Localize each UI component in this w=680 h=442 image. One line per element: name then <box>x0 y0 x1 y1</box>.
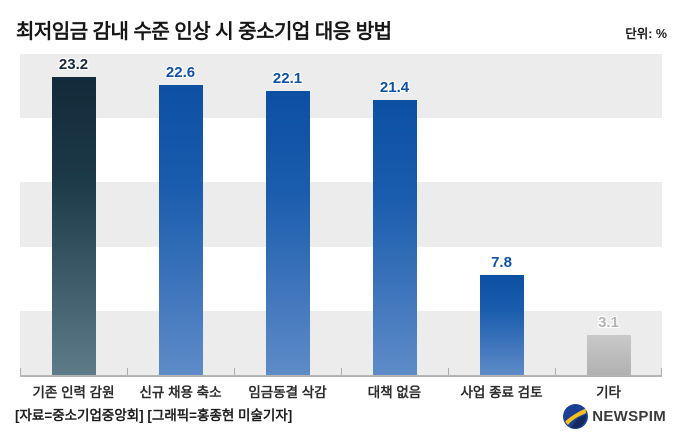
source-credit: [자료=중소기업중앙회] [그래픽=홍종현 미술기자] <box>15 408 293 423</box>
bar-2 <box>265 91 310 375</box>
axis-tick <box>127 368 128 375</box>
page-title: 최저임금 감내 수준 인상 시 중소기업 대응 방법 <box>16 21 392 43</box>
newspim-swoosh-icon <box>563 404 589 429</box>
bar-0 <box>51 77 96 375</box>
newspim-logo: NEWSPIM <box>563 404 666 429</box>
category-label: 임금동결 삭감 <box>248 385 327 400</box>
category-label: 사업 종료 검토 <box>460 385 543 400</box>
grid-band <box>20 54 662 119</box>
axis-tick <box>661 368 662 375</box>
bar-value-label: 23.2 <box>58 56 89 74</box>
x-axis-line <box>20 375 662 377</box>
bar-value-label: 7.8 <box>491 253 512 271</box>
axis-tick <box>234 368 235 375</box>
bar-5 <box>586 335 631 375</box>
plot-area: 23.2 22.6 22.1 21.4 7.8 3.1 <box>20 54 662 375</box>
axis-tick <box>448 368 449 375</box>
bar-value-label: 22.6 <box>165 63 196 81</box>
category-label: 신규 채용 축소 <box>139 385 222 400</box>
bar-3 <box>372 100 417 375</box>
bar-4 <box>479 274 524 375</box>
axis-tick <box>555 368 556 375</box>
bar-value-label: 3.1 <box>598 314 619 332</box>
category-label: 대책 없음 <box>367 385 422 400</box>
bar-value-label: 21.4 <box>379 79 410 97</box>
bar-value-label: 22.1 <box>272 70 303 88</box>
grid-band <box>20 182 662 247</box>
grid-band <box>20 246 662 311</box>
grid-band <box>20 118 662 183</box>
category-label: 기타 <box>596 385 621 400</box>
newspim-logo-text: NEWSPIM <box>592 408 666 425</box>
category-label: 기존 인력 감원 <box>32 385 115 400</box>
unit-label: 단위: % <box>625 27 667 41</box>
grid-band <box>20 310 662 375</box>
axis-tick <box>20 368 21 375</box>
bar-1 <box>158 84 203 375</box>
axis-tick <box>341 368 342 375</box>
